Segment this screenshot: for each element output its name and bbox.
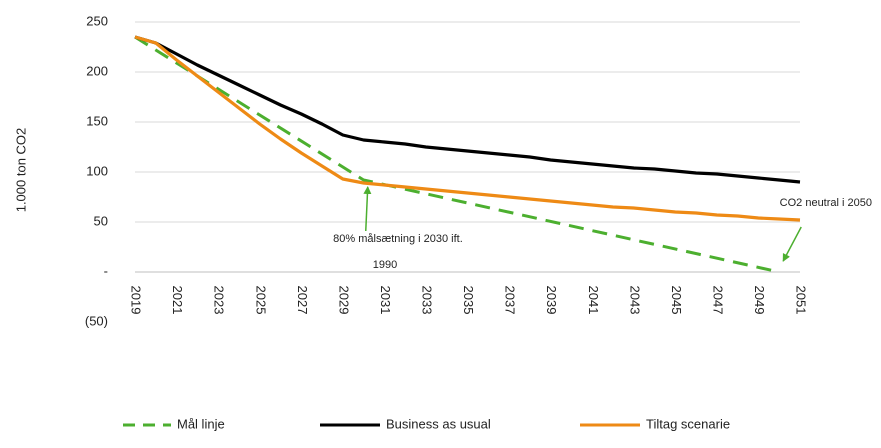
legend-label: Mål linje: [177, 416, 225, 431]
x-tick-label: 2025: [253, 286, 268, 315]
x-tick-label: 2035: [461, 286, 476, 315]
x-tick-label: 2029: [336, 286, 351, 315]
y-tick-label: 100: [86, 163, 108, 178]
annotation-arrow: [782, 226, 802, 262]
y-tick-label: 200: [86, 63, 108, 78]
x-tick-label: 2021: [170, 286, 185, 315]
x-tick-label: 2041: [586, 286, 601, 315]
y-tick-label: -: [104, 263, 108, 278]
y-tick-label: (50): [85, 313, 108, 328]
x-tick-label: 2049: [752, 286, 767, 315]
annotation-text: CO2 neutral i 2050: [780, 197, 872, 209]
series-lines: [134, 35, 801, 274]
x-tick-label: 2023: [212, 286, 227, 315]
annotation-text: 1990: [373, 259, 397, 271]
annotation-arrow: [363, 186, 372, 232]
x-tick-label: 2037: [503, 286, 518, 315]
y-axis: 250 200 150 100 50 - (50): [85, 13, 108, 328]
x-tick-label: 2027: [295, 286, 310, 315]
y-axis-title: 1.000 ton CO2: [13, 128, 28, 213]
x-tick-label: 2047: [710, 286, 725, 315]
x-axis: 2019 2021 2023 2025 2027 2029 2031 2033 2035 2037…: [129, 271, 809, 315]
x-tick-label: 2051: [794, 286, 809, 315]
series-line: [134, 35, 801, 222]
y-tick-label: 150: [86, 113, 108, 128]
x-tick-label: 2019: [129, 286, 144, 315]
x-tick-label: 2031: [378, 286, 393, 315]
annotations: 80% målsætning i 2030 ift. 1990 CO2 neutra…: [333, 186, 872, 271]
legend-label: Business as usual: [386, 416, 491, 431]
y-tick-label: 50: [94, 213, 108, 228]
series-line: [134, 35, 780, 274]
x-tick-label: 2045: [669, 286, 684, 315]
legend-label: Tiltag scenarie: [646, 416, 730, 431]
x-tick-label: 2043: [627, 286, 642, 315]
x-tick-label: 2039: [544, 286, 559, 315]
series-line: [134, 35, 801, 184]
x-tick-label: 2033: [420, 286, 435, 315]
annotation-text: 80% målsætning i 2030 ift.: [333, 233, 463, 245]
y-tick-label: 250: [86, 13, 108, 28]
legend: Mål linje Business as usual Tiltag scenari…: [123, 416, 730, 431]
